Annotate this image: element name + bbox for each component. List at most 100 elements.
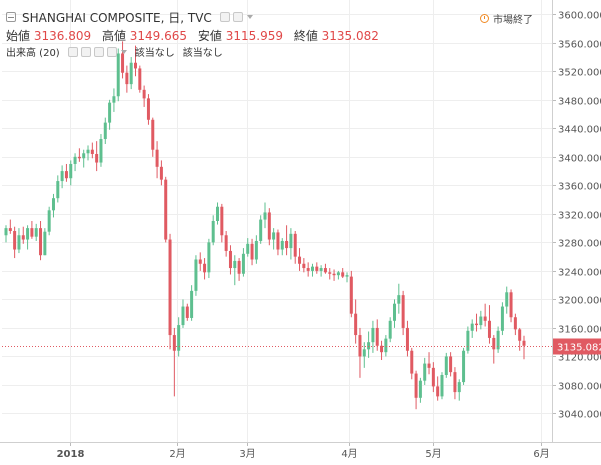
candle-body: [8, 228, 12, 231]
y-tick-label: 3560.000: [558, 40, 601, 51]
candle-body: [336, 272, 340, 276]
y-tick-label: 3080.000: [558, 382, 601, 393]
candle-body: [436, 386, 440, 397]
candle-body: [285, 240, 289, 249]
open-value: 3136.809: [33, 29, 92, 43]
candle-body: [427, 363, 431, 368]
last-price-tag: [553, 338, 601, 355]
candle-body: [164, 179, 168, 240]
market-status: 市場終了: [480, 11, 533, 26]
candle-body: [198, 259, 202, 264]
candle-body: [388, 320, 392, 339]
candle-body: [414, 373, 418, 398]
candle-body: [341, 272, 345, 277]
candle-body: [43, 231, 47, 256]
candle-body: [263, 212, 267, 220]
y-tick-label: 3400.000: [558, 154, 601, 165]
candle-body: [457, 382, 461, 393]
chart-legend: SHANGHAI COMPOSITE, 日, TVC 始値 3136.809 高…: [0, 0, 553, 60]
y-tick-label: 3520.000: [558, 68, 601, 79]
candle-body: [310, 266, 314, 271]
delete-icon[interactable]: [93, 46, 104, 57]
candle-body: [487, 320, 491, 338]
candle-body: [513, 317, 517, 330]
candle-body: [142, 89, 146, 99]
candle-body: [500, 306, 504, 331]
candle-body: [466, 330, 470, 351]
chevron-down-icon[interactable]: [246, 15, 253, 19]
candle-body: [194, 259, 198, 291]
candle-body: [129, 62, 133, 85]
candle-body: [125, 72, 129, 85]
candle-body: [272, 232, 276, 240]
symbol-row: SHANGHAI COMPOSITE, 日, TVC: [6, 9, 253, 25]
settings-icon[interactable]: [80, 46, 91, 57]
y-tick-label: 3360.000: [558, 182, 601, 193]
eye-icon[interactable]: [67, 46, 78, 57]
candle-body: [345, 275, 349, 277]
candle-body: [151, 119, 155, 150]
candle-body: [280, 240, 284, 250]
y-tick-label: 3280.000: [558, 239, 601, 250]
candle-body: [431, 367, 435, 387]
candle-body: [86, 149, 90, 154]
y-tick-label: 3600.000: [558, 11, 601, 22]
chevron-down-icon[interactable]: [120, 49, 127, 54]
last-price-label: 3135.082: [557, 343, 601, 354]
x-tick-label: 3月: [239, 448, 255, 460]
close-label: 終値: [293, 29, 318, 43]
candle-body: [522, 340, 526, 346]
candle-body: [289, 233, 293, 249]
y-tick-label: 3200.000: [558, 296, 601, 307]
candle-body: [475, 323, 479, 326]
candle-body: [134, 62, 137, 69]
y-tick-label: 3480.000: [558, 97, 601, 108]
open-label: 始値: [6, 29, 31, 43]
x-tick-label: 4月: [341, 448, 357, 460]
low-value: 3115.959: [225, 29, 283, 43]
candle-body: [190, 290, 194, 318]
candle-body: [293, 233, 297, 257]
candle-body: [82, 153, 86, 159]
candle-body: [17, 235, 21, 250]
candle-body: [220, 206, 224, 236]
candle-body: [99, 139, 103, 163]
candle-body: [138, 68, 142, 90]
candle-body: [60, 171, 64, 182]
candle-body: [397, 295, 401, 304]
eye-icon[interactable]: [219, 12, 230, 22]
candle-body: [384, 338, 388, 353]
candle-body: [444, 356, 448, 375]
candle-body: [172, 335, 176, 351]
x-tick-label: 6月: [533, 448, 549, 460]
candle-body: [116, 53, 120, 97]
volume-label[interactable]: 出来高 (20): [6, 48, 60, 59]
candle-body: [121, 53, 125, 73]
candle-body: [250, 243, 254, 260]
candle-body: [108, 102, 112, 123]
candle-body: [328, 272, 332, 274]
candle-body: [211, 221, 215, 243]
candle-body: [241, 253, 245, 274]
candle-body: [4, 228, 8, 236]
candle-body: [30, 228, 34, 237]
ohlc-values: 始値 3136.809 高値 3149.665 安値 3115.959 終値 3…: [6, 27, 386, 44]
collapse-icon[interactable]: [6, 12, 16, 22]
candle-body: [371, 327, 375, 343]
candle-body: [380, 345, 384, 353]
symbol-title[interactable]: SHANGHAI COMPOSITE, 日, TVC: [22, 10, 212, 25]
candle-body: [375, 327, 379, 346]
candle-body: [462, 350, 466, 383]
candle-body: [401, 295, 405, 328]
candle-body: [51, 198, 55, 211]
candle-body: [479, 316, 483, 326]
more-icon[interactable]: [106, 46, 117, 57]
candle-body: [26, 228, 30, 240]
candle-body: [492, 337, 496, 350]
candle-body: [90, 149, 94, 154]
candle-body: [354, 313, 358, 336]
candle-body: [237, 260, 241, 274]
settings-icon[interactable]: [232, 12, 243, 22]
close-value: 3135.082: [321, 29, 379, 43]
